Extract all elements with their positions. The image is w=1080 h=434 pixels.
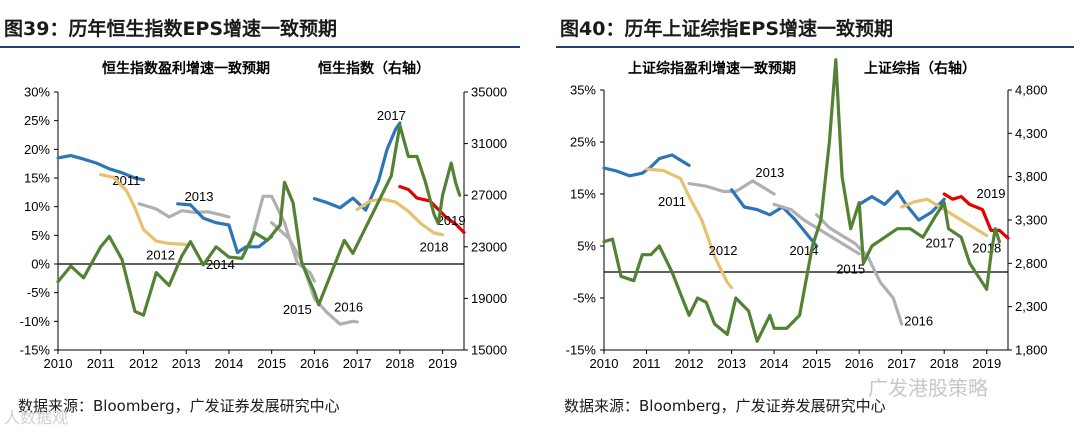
series-2019-line xyxy=(398,185,466,235)
series-label-2019: 2019 xyxy=(437,213,466,228)
y-left-tick-label: 5% xyxy=(31,228,50,243)
series-2012-line xyxy=(99,173,188,247)
y-right-tick-label: 4,800 xyxy=(1015,83,1048,98)
series-label-2015: 2015 xyxy=(836,261,865,276)
series-2011-line xyxy=(602,153,691,178)
series-2011-line xyxy=(56,154,146,182)
panel2-legend-left: 上证综指盈利增速一致预期 xyxy=(628,61,796,77)
panel1-title-rule xyxy=(0,46,520,48)
y-left-tick-label: 20% xyxy=(24,142,50,157)
panel2-title: 图40：历年上证综指EPS增速一致预期 xyxy=(560,18,894,40)
corner-watermark: 人数据观 xyxy=(4,408,69,427)
y-left-tick-label: 30% xyxy=(24,85,50,100)
panel2-legend-right: 上证综指（右轴） xyxy=(864,61,976,77)
series-2013-line xyxy=(687,179,776,196)
series-2019-line xyxy=(942,192,1010,240)
x-tick-label: 2012 xyxy=(129,356,158,371)
x-tick-label: 2018 xyxy=(385,356,414,371)
series-label-2014: 2014 xyxy=(206,257,235,272)
series-2017-line xyxy=(857,189,946,222)
y-left-tick-label: 0% xyxy=(31,257,50,272)
x-tick-label: 2019 xyxy=(972,356,1001,371)
y-left-tick-label: 5% xyxy=(577,239,596,254)
y-left-tick-label: -5% xyxy=(27,285,51,300)
series-label-2017: 2017 xyxy=(377,108,406,123)
y-right-tick-label: 19000 xyxy=(471,291,507,306)
series-2018-line xyxy=(355,197,445,237)
y-right-tick-label: 3,800 xyxy=(1015,169,1048,184)
x-tick-label: 2011 xyxy=(633,356,661,371)
y-left-tick-label: -15% xyxy=(566,343,597,358)
y-right-tick-label: 2,800 xyxy=(1015,256,1048,271)
series-label-2012: 2012 xyxy=(709,243,738,258)
y-left-tick-label: 10% xyxy=(24,199,50,214)
x-tick-label: 2012 xyxy=(675,356,704,371)
x-tick-label: 2013 xyxy=(172,356,201,371)
x-tick-label: 2016 xyxy=(845,356,874,371)
series-label-2017: 2017 xyxy=(925,235,954,250)
series-2013-line xyxy=(137,202,231,219)
x-tick-label: 2016 xyxy=(300,356,329,371)
panel2-title-rule xyxy=(556,46,1074,48)
x-tick-label: 2010 xyxy=(44,356,73,371)
y-right-tick-label: 3,300 xyxy=(1015,213,1048,228)
x-tick-label: 2019 xyxy=(428,356,457,371)
y-right-tick-label: 31000 xyxy=(471,136,507,151)
y-right-tick-label: 15000 xyxy=(471,343,507,358)
x-tick-label: 2014 xyxy=(760,356,789,371)
series-2015-line xyxy=(772,202,861,256)
panel2-chart: -15% -5% 5% 15% 25% 35% 1,800 2,300 2,800 3,300 3,… xyxy=(566,58,1048,371)
series-2015-line xyxy=(248,194,316,283)
series-label-2016: 2016 xyxy=(334,300,363,315)
x-tick-label: 2015 xyxy=(257,356,286,371)
series-label-2015: 2015 xyxy=(283,302,312,317)
y-left-tick-label: 25% xyxy=(570,135,596,150)
panel1-source: 数据来源：Bloomberg，广发证券发展研究中心 xyxy=(18,397,340,415)
panel2-source: 数据来源：Bloomberg，广发证券发展研究中心 xyxy=(564,397,886,415)
series-label-2018: 2018 xyxy=(972,241,1001,256)
index-series-line xyxy=(602,58,1002,343)
y-right-tick-label: 27000 xyxy=(471,188,507,203)
y-left-tick-label: -5% xyxy=(573,291,597,306)
x-tick-label: 2011 xyxy=(87,356,115,371)
panel1-legend-right: 恒生指数（右轴） xyxy=(318,61,430,77)
panel1-chart: -15% -10% -5% 0% 5% 10% 15% 20% 25% 30% 15000 19000… xyxy=(20,85,508,372)
x-tick-label: 2015 xyxy=(802,356,831,371)
x-tick-label: 2013 xyxy=(717,356,746,371)
y-left-tick-label: 15% xyxy=(24,171,50,186)
series-label-2012: 2012 xyxy=(146,247,175,262)
x-tick-label: 2014 xyxy=(214,356,243,371)
y-right-tick-label: 1,800 xyxy=(1015,343,1048,358)
y-right-tick-label: 35000 xyxy=(471,85,507,100)
series-2017-line xyxy=(312,121,402,212)
series-2016-line xyxy=(270,221,359,326)
y-right-tick-label: 2,300 xyxy=(1015,299,1048,314)
panel1-legend-left: 恒生指数盈利增速一致预期 xyxy=(102,61,270,77)
series-label-2018: 2018 xyxy=(420,239,449,254)
series-label-2016: 2016 xyxy=(904,313,933,328)
y-left-tick-label: 25% xyxy=(24,113,50,128)
x-tick-label: 2017 xyxy=(887,356,916,371)
y-left-tick-label: 15% xyxy=(570,187,596,202)
series-label-2013: 2013 xyxy=(185,189,214,204)
y-left-tick-label: -15% xyxy=(20,343,51,358)
y-right-tick-label: 4,300 xyxy=(1015,126,1048,141)
series-2014-line xyxy=(176,202,274,255)
index-series-line xyxy=(56,123,462,317)
series-label-2011: 2011 xyxy=(658,194,686,209)
x-tick-label: 2010 xyxy=(590,356,619,371)
series-label-2013: 2013 xyxy=(755,165,784,180)
series-2014-line xyxy=(730,188,819,248)
x-tick-label: 2017 xyxy=(343,356,372,371)
panel1-title: 图39：历年恒生指数EPS增速一致预期 xyxy=(4,18,338,40)
y-right-tick-label: 23000 xyxy=(471,239,507,254)
wechat-watermark: 广发港股策略 xyxy=(868,376,988,400)
series-label-2019: 2019 xyxy=(977,186,1006,201)
series-2012-line xyxy=(644,167,734,290)
y-left-tick-label: 35% xyxy=(570,83,596,98)
x-tick-label: 2018 xyxy=(930,356,959,371)
y-left-tick-label: -10% xyxy=(20,314,51,329)
